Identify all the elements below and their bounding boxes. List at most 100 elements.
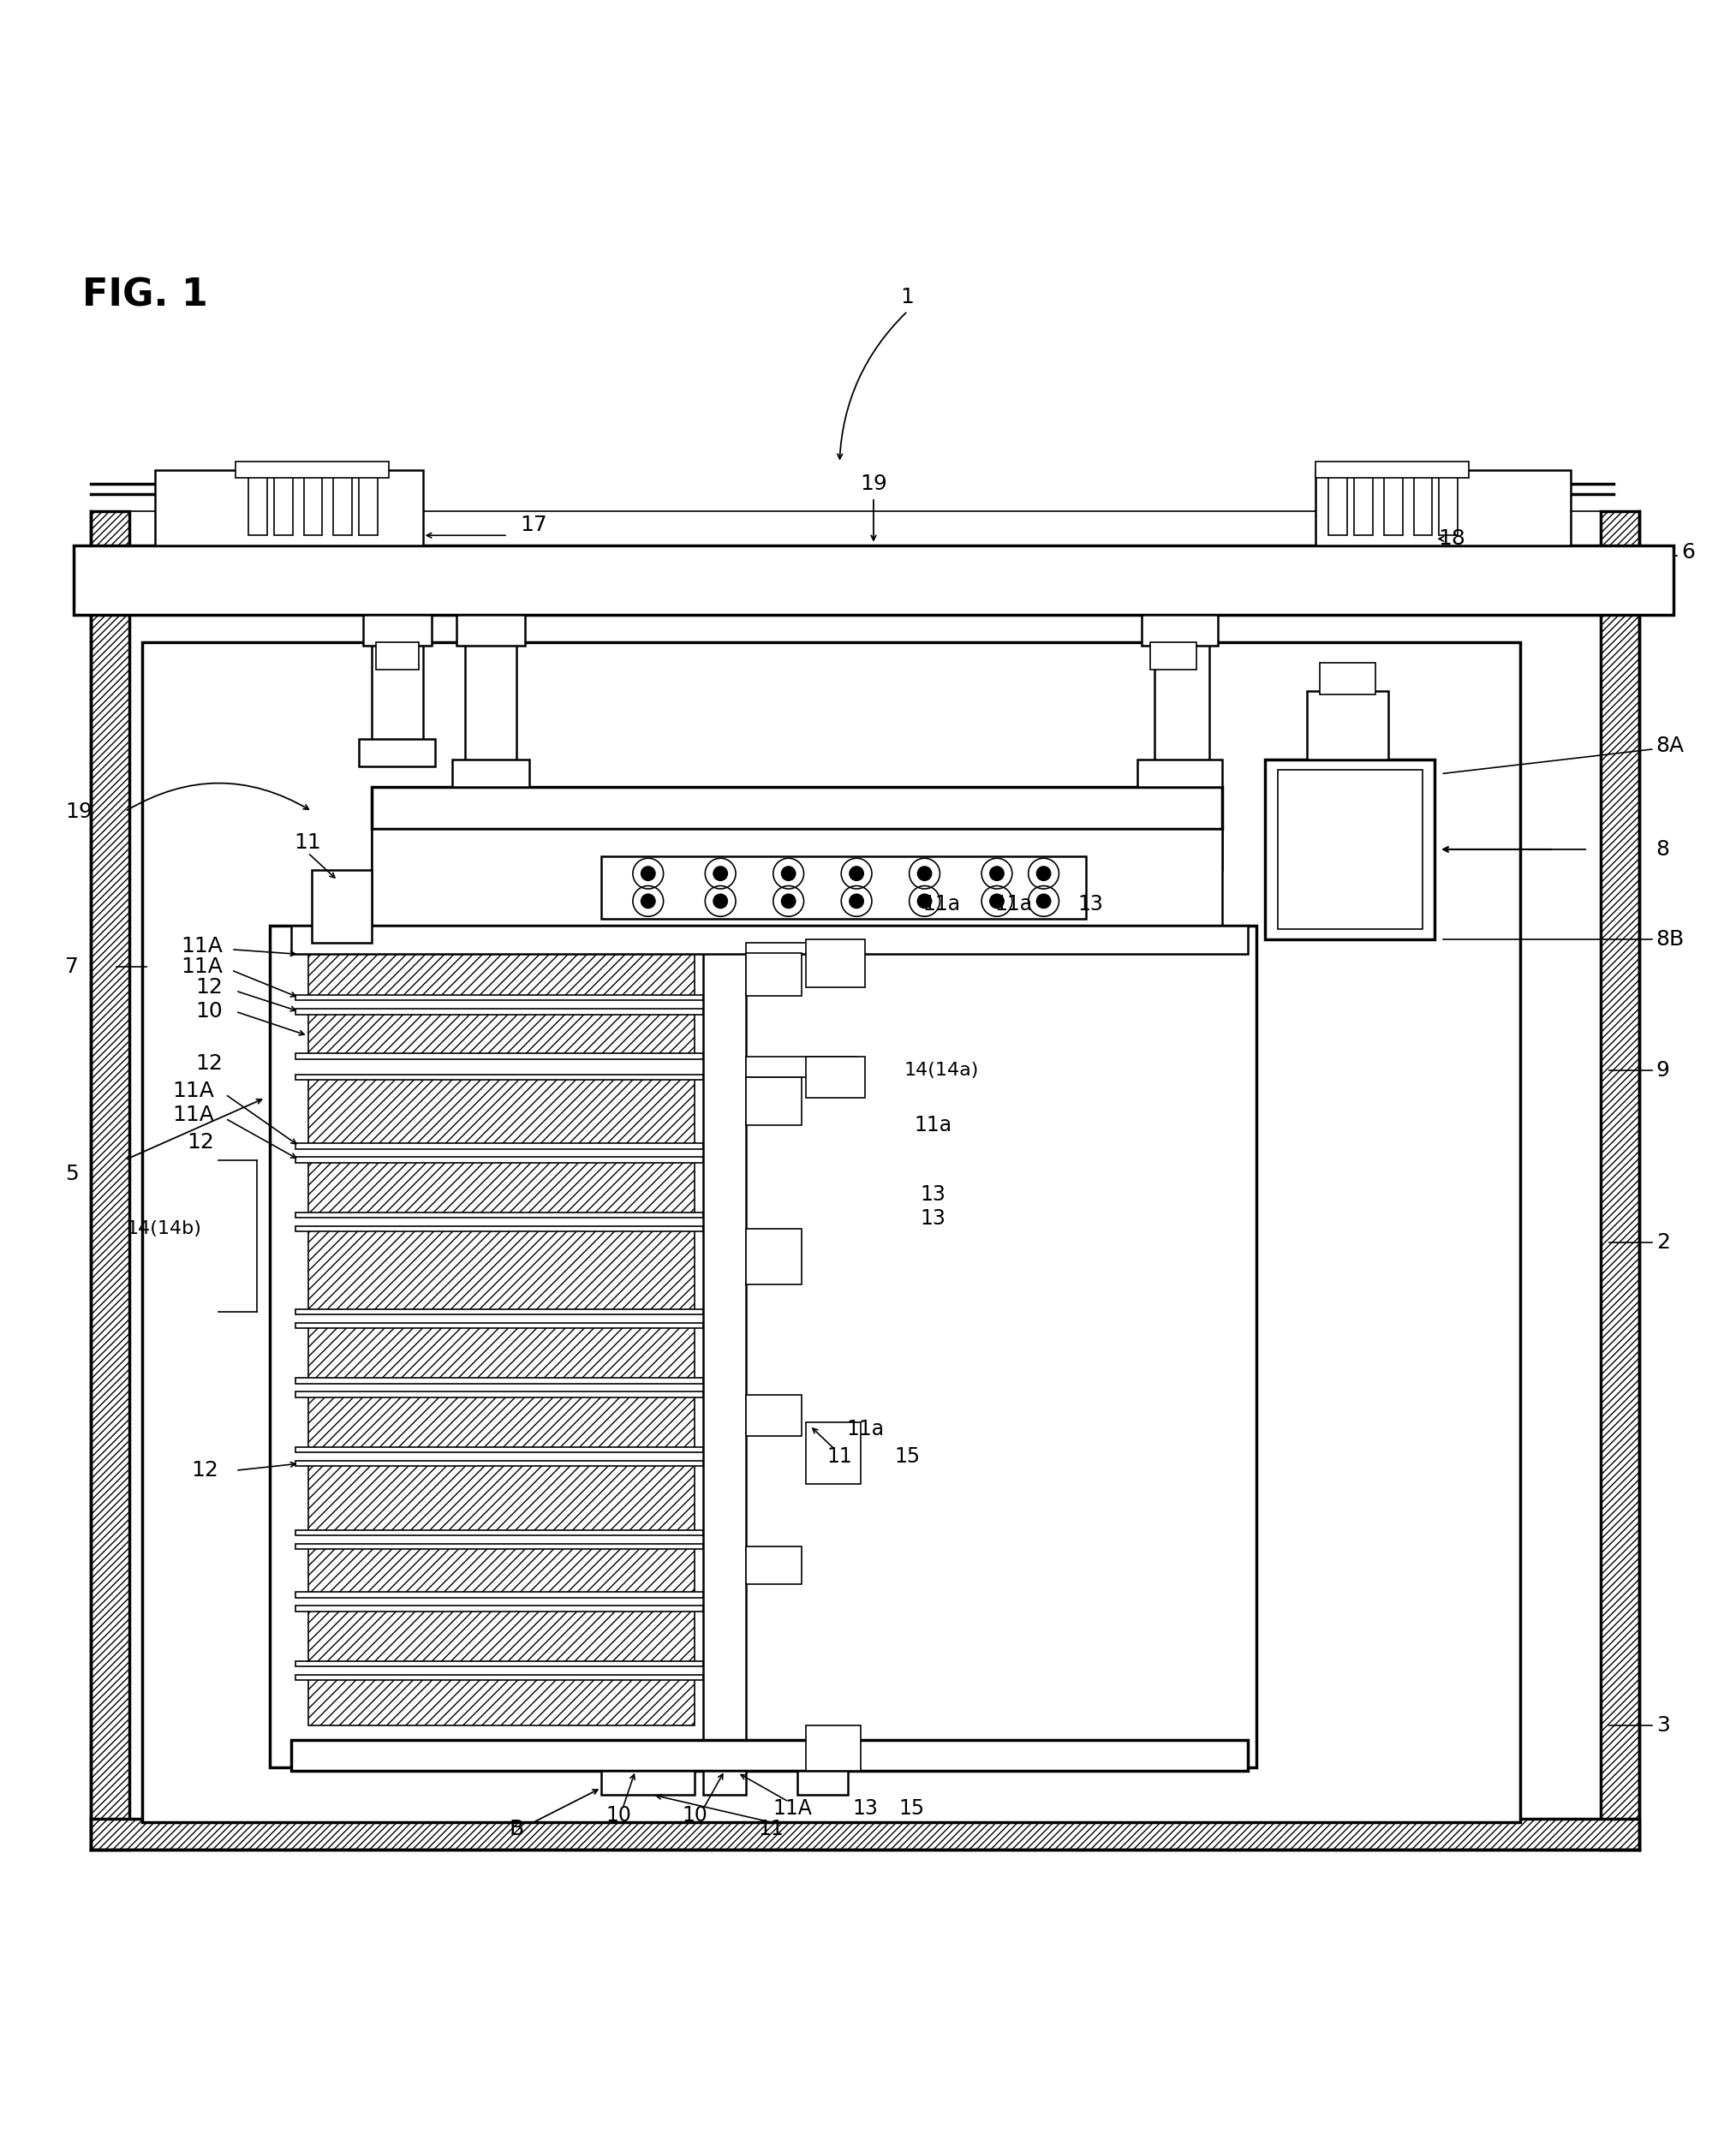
Text: 3: 3 [1656, 1715, 1670, 1737]
Bar [1142, 614, 1219, 646]
Bar [295, 1378, 703, 1384]
Bar [1149, 642, 1196, 670]
Text: 11a: 11a [915, 1114, 951, 1136]
Text: 9: 9 [1656, 1061, 1670, 1080]
Bar [806, 1726, 861, 1771]
Bar [274, 477, 293, 535]
Bar [363, 614, 431, 646]
Text: 19: 19 [859, 473, 887, 494]
Bar [457, 614, 524, 646]
Bar [307, 1395, 694, 1450]
Bar [295, 1055, 703, 1059]
Text: FIG. 1: FIG. 1 [83, 276, 208, 314]
Bar [292, 1739, 1248, 1771]
Text: 11A: 11A [773, 1799, 812, 1818]
Bar [307, 1326, 694, 1380]
Bar [1154, 614, 1210, 774]
Text: 15: 15 [894, 1446, 920, 1467]
Bar [1316, 462, 1469, 479]
Text: 12: 12 [196, 978, 222, 997]
Bar [1354, 477, 1373, 535]
Bar [307, 1078, 694, 1147]
Bar [295, 1392, 703, 1397]
Bar [372, 614, 424, 747]
Text: 11a: 11a [995, 894, 1033, 915]
Bar [1328, 477, 1347, 535]
Circle shape [781, 866, 797, 881]
Bar [1413, 477, 1432, 535]
Bar [746, 1395, 802, 1435]
Text: 11A: 11A [181, 935, 222, 956]
Text: 11: 11 [759, 1818, 785, 1840]
Text: 5: 5 [66, 1164, 78, 1185]
Bar [295, 1446, 703, 1452]
Bar [295, 1144, 703, 1149]
Bar [1319, 663, 1375, 693]
Circle shape [781, 894, 797, 909]
Bar [1278, 770, 1422, 928]
Circle shape [1036, 866, 1052, 881]
Bar [1316, 471, 1571, 545]
Bar [295, 1322, 703, 1328]
Circle shape [849, 894, 865, 909]
Bar [746, 1546, 802, 1585]
Bar [806, 1057, 865, 1097]
Bar [295, 1591, 703, 1598]
Bar [1601, 511, 1639, 1850]
Bar [377, 642, 418, 670]
Bar [1266, 759, 1436, 939]
Bar [90, 511, 128, 1850]
Bar [746, 943, 856, 954]
Circle shape [641, 866, 656, 881]
Text: 11a: 11a [845, 1418, 884, 1440]
Text: 8: 8 [1656, 838, 1670, 860]
Bar [292, 926, 1248, 954]
Bar [295, 995, 703, 1001]
Bar [797, 1771, 847, 1795]
Text: 17: 17 [519, 515, 547, 535]
Text: 11: 11 [295, 832, 321, 853]
Circle shape [641, 894, 656, 909]
Text: 14(14b): 14(14b) [127, 1221, 201, 1238]
Circle shape [917, 894, 932, 909]
Text: 10: 10 [606, 1805, 632, 1827]
Bar [307, 1463, 694, 1532]
Bar [1439, 477, 1458, 535]
Bar [307, 1230, 694, 1311]
Text: 7: 7 [66, 956, 80, 978]
Text: 13: 13 [920, 1185, 946, 1204]
Bar [307, 1677, 694, 1726]
Bar [295, 1544, 703, 1549]
Circle shape [713, 866, 727, 881]
Bar [236, 462, 389, 479]
Bar [295, 1529, 703, 1536]
Bar [75, 545, 1674, 614]
Bar [746, 1078, 802, 1125]
Bar [746, 1057, 856, 1078]
Text: 15: 15 [899, 1799, 925, 1818]
Text: 13: 13 [852, 1799, 878, 1818]
Bar [1307, 691, 1389, 759]
Text: 8A: 8A [1656, 736, 1684, 755]
Bar [601, 1771, 694, 1795]
Bar [295, 1213, 703, 1217]
Bar [703, 943, 746, 1745]
Bar [703, 1771, 746, 1795]
Circle shape [1036, 894, 1052, 909]
Bar [806, 939, 865, 988]
Bar [295, 1606, 703, 1611]
Bar [307, 952, 694, 997]
Bar [295, 1074, 703, 1080]
Circle shape [849, 866, 865, 881]
Bar [295, 1461, 703, 1467]
Bar [307, 1546, 694, 1596]
Bar [295, 1675, 703, 1681]
Bar [601, 856, 1087, 918]
Circle shape [990, 866, 1005, 881]
Bar [295, 1309, 703, 1315]
Text: 14(14a): 14(14a) [904, 1061, 979, 1078]
Bar [295, 1010, 703, 1014]
Bar [295, 1660, 703, 1666]
Text: 18: 18 [1437, 528, 1465, 550]
Bar [359, 738, 436, 766]
